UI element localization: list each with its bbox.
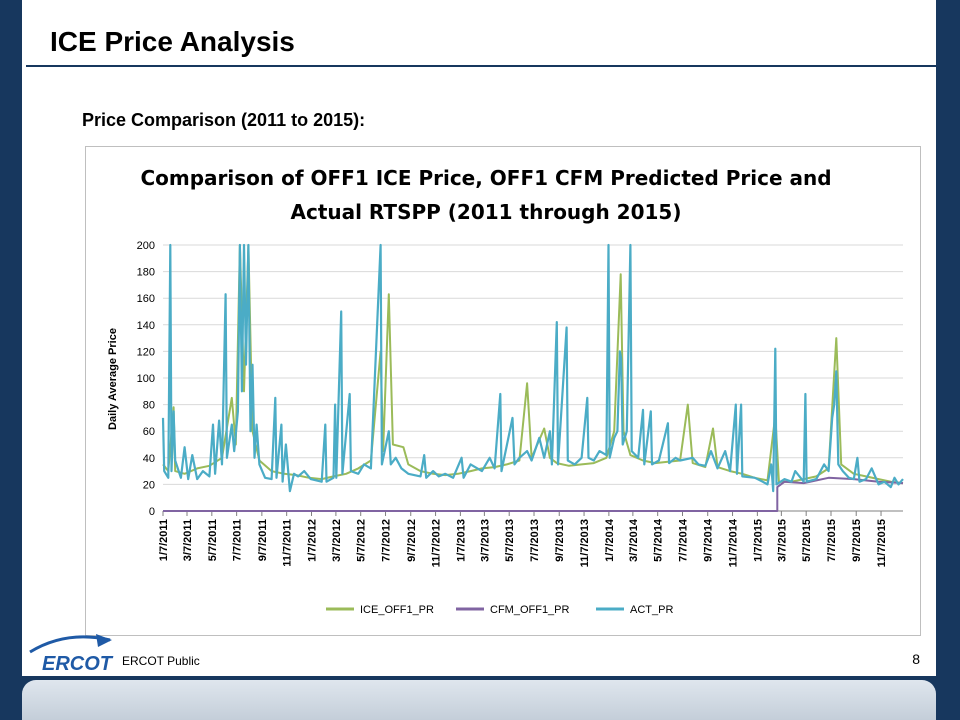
x-tick-label: 1/7/2014 (604, 518, 616, 562)
x-tick-label: 1/7/2011 (158, 519, 170, 561)
x-tick-label: 3/7/2011 (182, 519, 194, 561)
x-tick-label: 11/7/2012 (431, 519, 443, 567)
x-tick-label: 9/7/2013 (554, 519, 566, 562)
legend-label: ACT_PR (630, 604, 673, 616)
x-tick-label: 1/7/2015 (752, 519, 764, 562)
chart-legend: ICE_OFF1_PR CFM_OFF1_PR ACT_PR (326, 604, 673, 616)
footer-label: ERCOT Public (122, 654, 200, 668)
y-tick-label: 180 (137, 267, 155, 279)
chart-title-line-2: Actual RTSPP (2011 through 2015) (290, 200, 681, 224)
y-tick-label: 200 (137, 240, 155, 252)
x-tick-label: 11/7/2011 (282, 519, 294, 567)
price-comparison-chart: Comparison of OFF1 ICE Price, OFF1 CFM P… (107, 166, 904, 616)
chart-title-line-1: Comparison of OFF1 ICE Price, OFF1 CFM P… (140, 166, 831, 190)
x-tick-label: 5/7/2012 (356, 519, 368, 562)
ercot-logo: ERCOT (29, 634, 114, 675)
x-tick-label: 9/7/2011 (257, 519, 269, 561)
y-tick-label: 120 (137, 346, 155, 358)
x-tick-label: 9/7/2012 (406, 519, 418, 562)
x-tick-label: 7/7/2013 (529, 519, 541, 562)
x-tick-label: 5/7/2014 (653, 518, 665, 562)
x-tick-label: 11/7/2013 (579, 519, 591, 567)
page-number: 8 (912, 651, 920, 667)
y-tick-label: 80 (143, 400, 155, 412)
legend-label: ICE_OFF1_PR (360, 604, 434, 616)
x-tick-label: 7/7/2011 (232, 519, 244, 561)
data-series (161, 243, 904, 512)
legend-label: CFM_OFF1_PR (490, 604, 570, 616)
y-tick-label: 140 (137, 320, 155, 332)
x-tick-label: 5/7/2011 (207, 519, 219, 561)
x-tick-labels: 1/7/2011 3/7/2011 5/7/2011 7/7/2011 9/7/2011… (158, 511, 888, 567)
y-tick-labels: 0 20 40 60 80 100 120 140 160 180 200 (137, 240, 155, 518)
x-tick-label: 9/7/2014 (703, 518, 715, 562)
series-line-act-pr (161, 243, 904, 493)
y-tick-label: 40 (143, 453, 155, 465)
y-tick-label: 60 (143, 426, 155, 438)
x-tick-label: 5/7/2013 (504, 519, 516, 562)
logo-text: ERCOT (42, 653, 114, 675)
logo-arrow-icon (96, 634, 112, 647)
title-divider (26, 65, 936, 67)
x-tick-label: 11/7/2014 (728, 518, 740, 567)
bottom-band (22, 680, 936, 720)
x-tick-label: 7/7/2015 (826, 519, 838, 562)
y-tick-label: 100 (137, 373, 155, 385)
chart-container: Comparison of OFF1 ICE Price, OFF1 CFM P… (85, 146, 921, 636)
section-subtitle: Price Comparison (2011 to 2015): (82, 110, 366, 130)
x-tick-label: 3/7/2014 (628, 518, 640, 562)
x-tick-label: 3/7/2012 (331, 519, 343, 562)
x-tick-label: 3/7/2015 (776, 519, 788, 562)
y-tick-label: 20 (143, 479, 155, 491)
page-title: ICE Price Analysis (50, 26, 295, 57)
y-tick-label: 0 (149, 506, 155, 518)
y-axis-label: Daily Average Price (107, 328, 119, 430)
x-tick-label: 11/7/2015 (876, 519, 888, 567)
x-tick-label: 1/7/2012 (306, 519, 318, 562)
x-tick-label: 9/7/2015 (851, 519, 863, 562)
x-tick-label: 3/7/2013 (479, 519, 491, 562)
x-tick-label: 1/7/2013 (455, 519, 467, 562)
x-tick-label: 5/7/2015 (801, 519, 813, 562)
y-tick-label: 160 (137, 293, 155, 305)
x-tick-label: 7/7/2012 (381, 519, 393, 562)
series-line-cfm-off1-pr (163, 476, 904, 512)
slide: ICE Price Analysis Price Comparison (201… (22, 0, 936, 676)
x-tick-label: 7/7/2014 (678, 518, 690, 562)
